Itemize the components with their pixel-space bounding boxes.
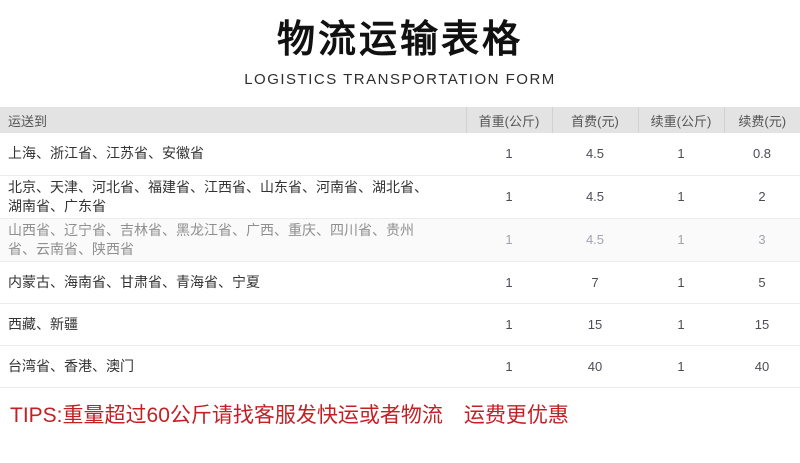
extra-fee-cell: 0.8: [724, 133, 800, 176]
column-header-extra-weight: 续重(公斤): [637, 107, 724, 133]
tips-text: TIPS:重量超过60公斤请找客服发快运或者物流 运费更优惠: [10, 403, 569, 427]
destination-cell: 内蒙古、海南省、甘肃省、青海省、宁夏: [0, 261, 466, 304]
first-weight-cell: 1: [466, 175, 552, 219]
freight-table: 运送到 首重(公斤) 首费(元) 续重(公斤) 续费(元) 上海、浙江省、江苏省…: [0, 107, 800, 388]
extra-fee-cell: 15: [724, 303, 800, 346]
column-header-first-weight: 首重(公斤): [465, 107, 552, 133]
column-header-first-fee: 首费(元): [551, 107, 638, 133]
first-fee-cell: 4.5: [552, 133, 638, 176]
first-weight-cell: 1: [466, 345, 552, 388]
destination-cell: 山西省、辽宁省、吉林省、黑龙江省、广西、重庆、四川省、贵州省、云南省、陕西省: [0, 218, 466, 262]
destination-cell: 北京、天津、河北省、福建省、江西省、山东省、河南省、湖北省、湖南省、广东省: [0, 175, 466, 219]
table-header-row: 运送到 首重(公斤) 首费(元) 续重(公斤) 续费(元): [0, 107, 800, 133]
first-weight-cell: 1: [466, 133, 552, 176]
first-weight-cell: 1: [466, 261, 552, 304]
extra-fee-cell: 3: [724, 218, 800, 262]
first-fee-cell: 4.5: [552, 175, 638, 219]
title-block: 物流运输表格 LOGISTICS TRANSPORTATION FORM: [0, 0, 800, 89]
extra-weight-cell: 1: [638, 303, 724, 346]
column-header-extra-fee: 续费(元): [723, 107, 800, 133]
extra-weight-cell: 1: [638, 133, 724, 176]
column-header-destination: 运送到: [0, 107, 466, 133]
first-fee-cell: 7: [552, 261, 638, 304]
extra-weight-cell: 1: [638, 218, 724, 262]
first-fee-cell: 15: [552, 303, 638, 346]
first-fee-cell: 40: [552, 345, 638, 388]
table-row: 北京、天津、河北省、福建省、江西省、山东省、河南省、湖北省、湖南省、广东省 1 …: [0, 175, 800, 219]
extra-fee-cell: 5: [724, 261, 800, 304]
table-body: 上海、浙江省、江苏省、安徽省 1 4.5 1 0.8 北京、天津、河北省、福建省…: [0, 133, 800, 388]
extra-weight-cell: 1: [638, 261, 724, 304]
extra-weight-cell: 1: [638, 345, 724, 388]
destination-cell: 西藏、新疆: [0, 303, 466, 346]
extra-fee-cell: 40: [724, 345, 800, 388]
extra-fee-cell: 2: [724, 175, 800, 219]
table-row: 内蒙古、海南省、甘肃省、青海省、宁夏 1 7 1 5: [0, 261, 800, 304]
first-weight-cell: 1: [466, 303, 552, 346]
page-subtitle: LOGISTICS TRANSPORTATION FORM: [244, 71, 556, 88]
first-weight-cell: 1: [466, 218, 552, 262]
table-row: 山西省、辽宁省、吉林省、黑龙江省、广西、重庆、四川省、贵州省、云南省、陕西省 1…: [0, 218, 800, 262]
destination-cell: 台湾省、香港、澳门: [0, 345, 466, 388]
table-row: 西藏、新疆 1 15 1 15: [0, 303, 800, 346]
first-fee-cell: 4.5: [552, 218, 638, 262]
destination-cell: 上海、浙江省、江苏省、安徽省: [0, 133, 466, 176]
extra-weight-cell: 1: [638, 175, 724, 219]
table-row: 台湾省、香港、澳门 1 40 1 40: [0, 345, 800, 388]
page-title: 物流运输表格: [276, 17, 523, 61]
table-row: 上海、浙江省、江苏省、安徽省 1 4.5 1 0.8: [0, 133, 800, 176]
